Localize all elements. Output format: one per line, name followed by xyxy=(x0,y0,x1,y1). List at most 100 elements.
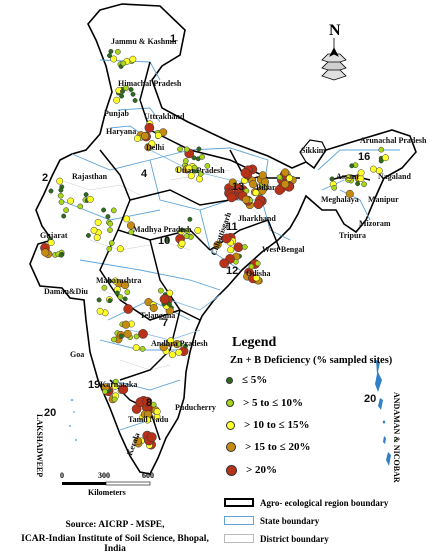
legend-district-swatch xyxy=(224,534,254,543)
sample-point xyxy=(149,303,158,313)
northeast-outline xyxy=(299,139,327,163)
sample-point xyxy=(58,199,65,205)
sample-point xyxy=(378,158,384,164)
sample-point xyxy=(194,226,202,234)
scale-unit: Kilometers xyxy=(88,488,126,497)
legend-swatch-5 xyxy=(226,464,237,476)
label-maharashtra: Maharashtra xyxy=(96,276,142,285)
sample-point xyxy=(159,294,170,305)
sample-point xyxy=(111,396,118,403)
sample-point xyxy=(113,96,121,104)
sample-point xyxy=(110,55,118,63)
legend-label-3: > 10 to ≤ 15% xyxy=(244,419,310,431)
sample-point xyxy=(196,175,203,183)
sample-point xyxy=(108,48,114,54)
sample-point xyxy=(132,98,138,103)
sample-point xyxy=(86,195,94,203)
sample-point xyxy=(94,218,102,226)
sample-point xyxy=(355,181,361,187)
legend-swatch-4 xyxy=(226,442,236,452)
sample-point xyxy=(133,436,142,446)
sample-point xyxy=(204,163,211,169)
scale-tick-0: 0 xyxy=(60,471,64,480)
sample-point xyxy=(138,329,148,339)
sample-point xyxy=(106,245,113,252)
sample-point xyxy=(182,158,189,164)
legend-state-swatch xyxy=(224,516,254,525)
sample-point xyxy=(123,85,129,91)
sample-point xyxy=(254,260,261,267)
sample-point xyxy=(129,55,137,63)
sample-points xyxy=(40,48,389,450)
sample-point xyxy=(175,348,183,356)
legend-label-1: ≤ 5% xyxy=(242,374,268,386)
sample-point xyxy=(144,122,155,133)
sample-point xyxy=(233,242,244,253)
sample-point xyxy=(101,207,107,213)
sample-point xyxy=(115,48,121,55)
source-line-1: Source: AICRP - MSPE, xyxy=(65,520,165,530)
sample-point xyxy=(159,343,168,352)
sample-point xyxy=(111,336,117,343)
sample-point xyxy=(357,169,365,177)
label-uttrakhand: Uttrakhand xyxy=(144,112,185,121)
scale-bar xyxy=(62,481,151,486)
source-line-2: ICAR-Indian Institute of Soil Science, B… xyxy=(21,534,209,554)
sample-point xyxy=(345,174,353,181)
sample-point xyxy=(47,239,55,247)
label-andhra-pradesh: Andhra Pradesh xyxy=(151,339,208,348)
label-punjab: Punjab xyxy=(104,109,129,118)
sample-point xyxy=(96,307,104,315)
sample-point xyxy=(183,146,190,153)
sample-point xyxy=(329,176,335,182)
region-8: 8 xyxy=(146,397,153,409)
label-meghalaya: Meghalaya xyxy=(321,195,359,204)
sample-point xyxy=(179,227,185,233)
label-sikkim: Sikkim xyxy=(301,146,326,155)
legend-title: Legend xyxy=(232,335,277,350)
region-13: 13 xyxy=(232,181,245,193)
sample-point xyxy=(118,333,124,339)
sample-point xyxy=(96,297,102,303)
legend-swatch-3 xyxy=(226,420,235,430)
region-4: 4 xyxy=(141,168,148,180)
sample-point xyxy=(167,337,175,345)
sample-point xyxy=(126,221,136,230)
sample-point xyxy=(120,60,127,67)
legend-state-label: State boundary xyxy=(260,515,320,526)
legend-district-boundary: District boundary xyxy=(224,532,329,545)
sample-point xyxy=(241,244,248,250)
label-daman-diu: Daman&Diu xyxy=(44,287,89,296)
legend-label-5: > 20% xyxy=(246,464,278,476)
sample-point xyxy=(213,240,222,249)
sample-point xyxy=(185,164,193,172)
sample-point xyxy=(153,408,161,416)
sample-point xyxy=(369,165,377,173)
sample-point xyxy=(187,172,195,180)
region-19: 19 xyxy=(88,379,101,391)
compass-north-label: N xyxy=(329,22,341,39)
legend-class-2: > 5 to ≤ 10% xyxy=(226,395,303,411)
sample-point xyxy=(349,163,355,169)
sample-point xyxy=(67,197,75,205)
sample-point xyxy=(123,215,131,223)
region-2: 2 xyxy=(42,172,49,184)
scale-tick-300: 300 xyxy=(98,471,110,480)
sample-point xyxy=(199,154,205,160)
sample-point xyxy=(63,207,69,213)
sample-point xyxy=(331,184,338,191)
sample-point xyxy=(281,180,290,189)
sample-point xyxy=(128,87,134,92)
sample-point xyxy=(183,233,190,240)
sample-point xyxy=(107,220,114,227)
sample-point xyxy=(226,192,237,203)
sample-point xyxy=(260,177,269,187)
sample-point xyxy=(252,274,260,282)
sample-point xyxy=(183,343,189,349)
sample-point xyxy=(148,140,156,148)
sample-point xyxy=(113,378,119,385)
sample-point xyxy=(184,228,191,234)
sample-point xyxy=(124,289,131,296)
legend-subtitle: Zn + B Deficiency (% sampled sites) xyxy=(230,355,393,366)
